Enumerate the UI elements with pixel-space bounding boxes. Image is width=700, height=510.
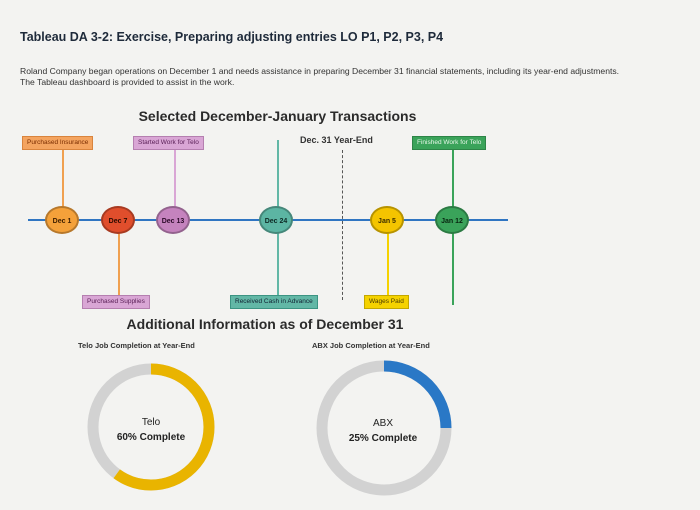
tag-finished-work: Finished Work for Telo xyxy=(412,136,487,150)
connector-jan5 xyxy=(387,218,389,300)
abx-heading: ABX Job Completion at Year-End xyxy=(312,341,430,350)
node-dec24[interactable]: Dec 24 xyxy=(259,206,293,234)
connector-dec13 xyxy=(174,145,176,225)
node-dec13[interactable]: Dec 13 xyxy=(156,206,190,234)
year-end-label: Dec. 31 Year-End xyxy=(300,135,373,145)
timeline-title: Selected December-January Transactions xyxy=(138,108,417,124)
tag-purchased-supplies: Purchased Supplies xyxy=(82,295,150,309)
connector-dec7 xyxy=(118,218,120,298)
node-dec7[interactable]: Dec 7 xyxy=(101,206,135,234)
telo-donut-label: Telo 60% Complete xyxy=(95,415,207,445)
telo-status: 60% Complete xyxy=(116,432,186,443)
abx-status: 25% Complete xyxy=(348,433,418,444)
tag-started-work: Started Work for Telo xyxy=(133,136,204,150)
year-end-line xyxy=(342,150,343,300)
telo-name: Telo xyxy=(141,417,161,428)
intro-text: Roland Company began operations on Decem… xyxy=(20,66,620,87)
connector-dec1 xyxy=(62,145,64,225)
tag-wages-paid: Wages Paid xyxy=(364,295,409,309)
tag-received-cash: Received Cash in Advance xyxy=(230,295,318,309)
abx-donut-label: ABX 25% Complete xyxy=(327,416,439,446)
abx-name: ABX xyxy=(372,418,393,429)
abx-donut xyxy=(316,360,452,496)
telo-donut-progress xyxy=(87,363,215,491)
node-jan12[interactable]: Jan 12 xyxy=(435,206,469,234)
node-dec1[interactable]: Dec 1 xyxy=(45,206,79,234)
telo-donut xyxy=(87,363,215,491)
abx-donut-progress xyxy=(316,360,452,496)
node-jan5[interactable]: Jan 5 xyxy=(370,206,404,234)
tag-purchased-insurance: Purchased Insurance xyxy=(22,136,94,150)
telo-heading: Telo Job Completion at Year-End xyxy=(78,341,195,350)
page-title: Tableau DA 3-2: Exercise, Preparing adju… xyxy=(20,30,444,44)
additional-info-title: Additional Information as of December 31 xyxy=(126,316,404,332)
